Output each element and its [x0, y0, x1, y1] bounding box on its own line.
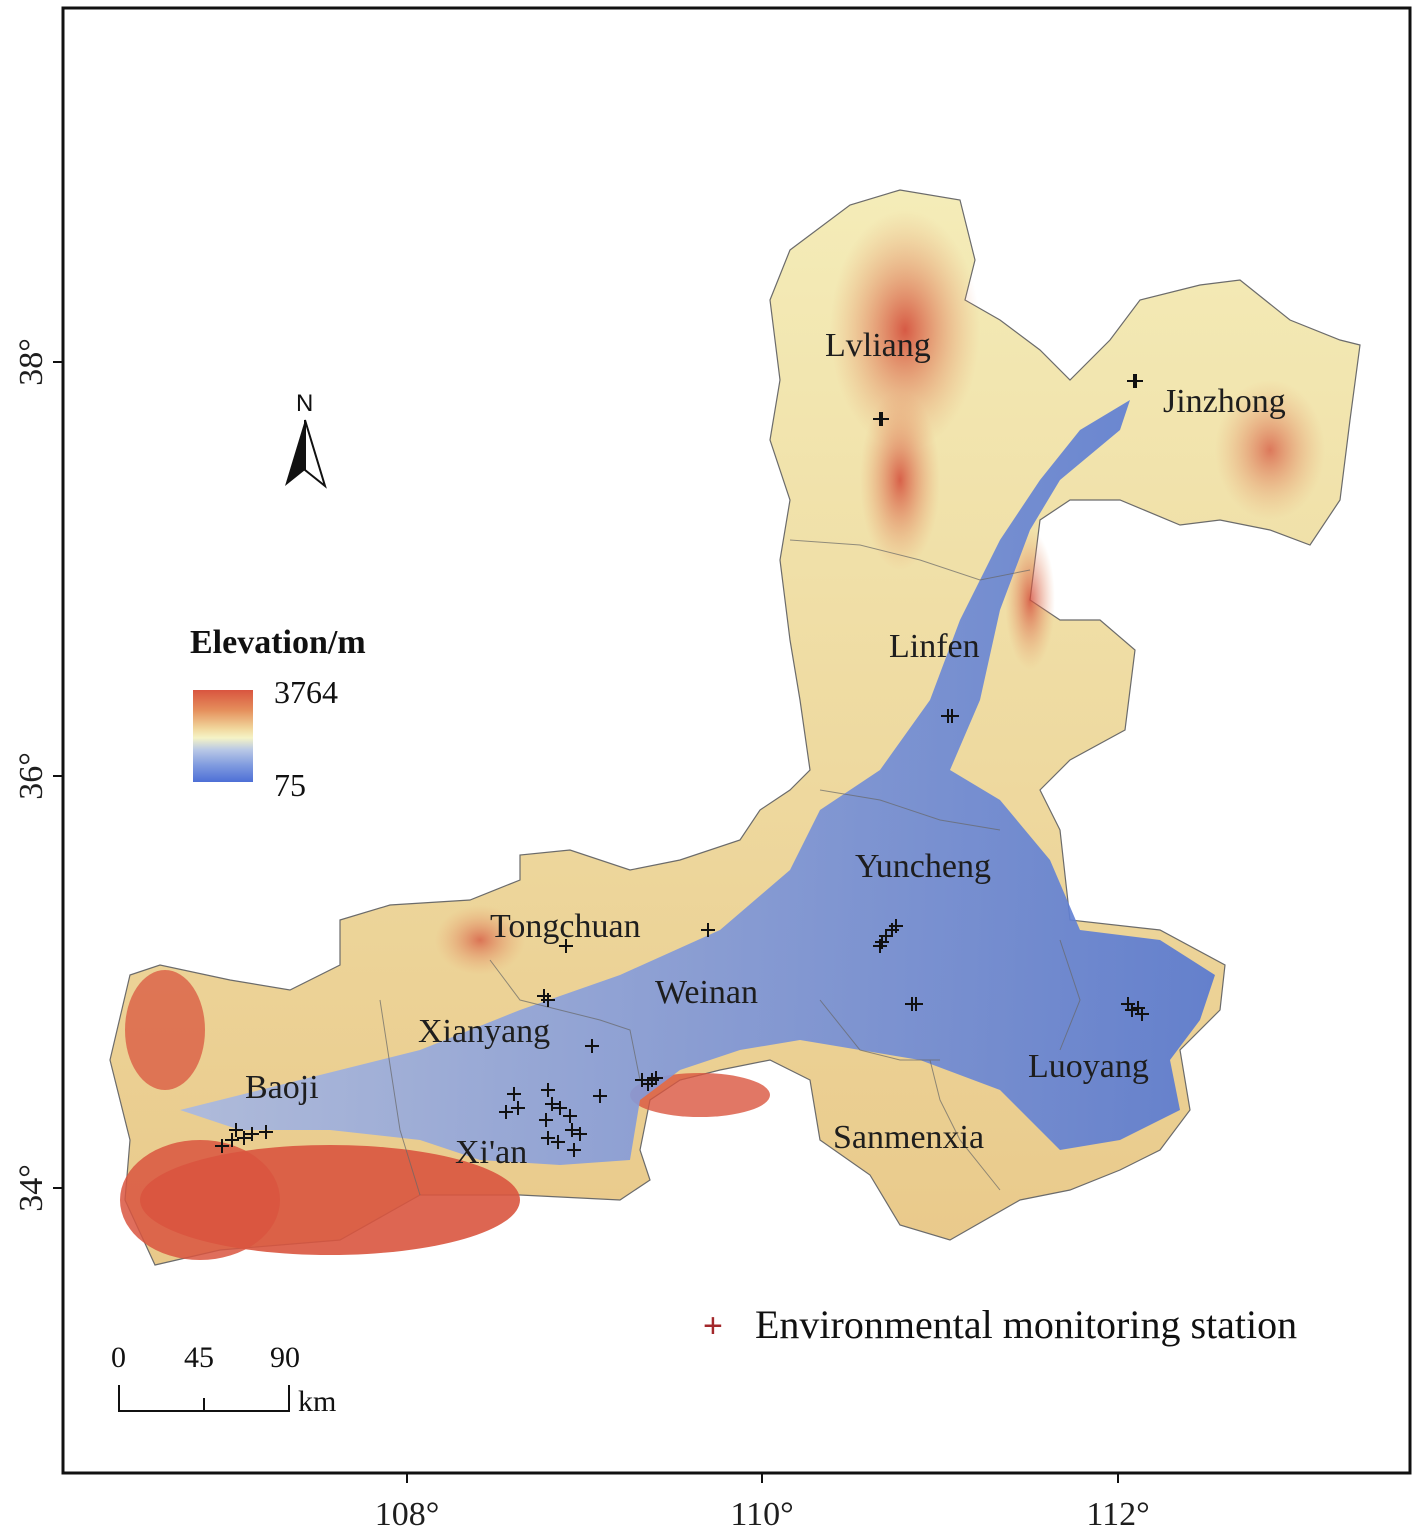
lat-tick-34: 34° — [13, 1164, 50, 1212]
city-label-baoji: Baoji — [245, 1069, 319, 1106]
station-marker — [541, 993, 555, 1007]
station-marker — [237, 1131, 251, 1145]
scale-unit: km — [298, 1385, 336, 1418]
terrain-highland — [630, 1073, 770, 1117]
station-marker — [553, 1101, 567, 1115]
scale-bar: 0 45 90 km — [111, 1341, 336, 1418]
station-marker — [573, 1127, 587, 1141]
north-label: N — [296, 390, 313, 417]
terrain-highland — [435, 905, 525, 975]
terrain-highland — [830, 210, 980, 450]
lat-tick-38: 38° — [13, 338, 50, 386]
station-marker — [1135, 1007, 1149, 1021]
station-marker — [889, 919, 903, 933]
station-marker — [875, 412, 889, 426]
legend-max-label: 3764 — [274, 674, 338, 710]
city-label-linfen: Linfen — [889, 628, 980, 665]
city-label-luoyang: Luoyang — [1028, 1048, 1149, 1085]
station-marker — [565, 1123, 579, 1137]
city-label-lvliang: Lvliang — [825, 327, 931, 364]
scale-tick-90: 90 — [270, 1341, 300, 1374]
lon-axis — [406, 1473, 1119, 1483]
scale-tick-0: 0 — [111, 1341, 126, 1374]
admin-boundaries — [379, 539, 1081, 1196]
lat-axis — [53, 361, 63, 1189]
terrain-highland — [1215, 380, 1325, 520]
station-marker — [541, 1083, 555, 1097]
city-label-weinan: Weinan — [655, 974, 758, 1011]
lon-tick-110: 110° — [730, 1496, 793, 1533]
station-marker — [1125, 1003, 1139, 1017]
station-marker — [585, 1039, 599, 1053]
terrain-highland — [125, 970, 205, 1090]
lat-tick-36: 36° — [13, 752, 50, 800]
terrain-highland — [1005, 530, 1055, 670]
station-marker — [559, 939, 573, 953]
station-marker — [563, 1109, 577, 1123]
station-marker — [499, 1105, 513, 1119]
city-label-jinzhong: Jinzhong — [1163, 383, 1286, 420]
station-legend-symbol: + — [703, 1307, 723, 1345]
station-marker — [1129, 374, 1143, 388]
station-marker — [945, 709, 959, 723]
lon-tick-108: 108° — [375, 1496, 440, 1533]
station-marker — [593, 1089, 607, 1103]
station-markers — [215, 374, 1149, 1157]
legend-min-label: 75 — [274, 767, 306, 803]
station-marker — [541, 1131, 555, 1145]
station-marker — [567, 1143, 581, 1157]
city-label-tongchuan: Tongchuan — [490, 908, 641, 945]
station-marker — [259, 1125, 273, 1139]
city-label-sanmenxia: Sanmenxia — [833, 1119, 984, 1156]
station-marker — [701, 923, 715, 937]
city-label-xian: Xi'an — [455, 1134, 527, 1171]
station-legend-label: Environmental monitoring station — [755, 1302, 1297, 1347]
station-marker — [873, 939, 887, 953]
station-marker — [645, 1073, 659, 1087]
station-marker — [909, 997, 923, 1011]
lon-tick-112: 112° — [1086, 1496, 1149, 1533]
terrain-valley — [180, 400, 1215, 1165]
station-marker — [507, 1087, 521, 1101]
station-marker — [545, 1097, 559, 1111]
station-marker — [229, 1123, 243, 1137]
station-marker — [551, 1135, 565, 1149]
station-marker — [879, 929, 893, 943]
city-label-yuncheng: Yuncheng — [855, 848, 991, 885]
legend-color-ramp — [193, 690, 253, 782]
station-marker — [215, 1139, 229, 1153]
north-arrow-icon: N — [285, 390, 327, 489]
map-border — [61, 6, 1412, 1475]
station-marker — [225, 1133, 239, 1147]
terrain-highland — [860, 390, 940, 570]
city-label-xianyang: Xianyang — [418, 1013, 550, 1050]
station-marker — [511, 1101, 525, 1115]
station-marker — [539, 1113, 553, 1127]
legend-title: Elevation/m — [190, 624, 366, 661]
station-marker — [245, 1127, 259, 1141]
terrain-highland — [120, 1140, 280, 1260]
scale-tick-45: 45 — [184, 1341, 214, 1374]
